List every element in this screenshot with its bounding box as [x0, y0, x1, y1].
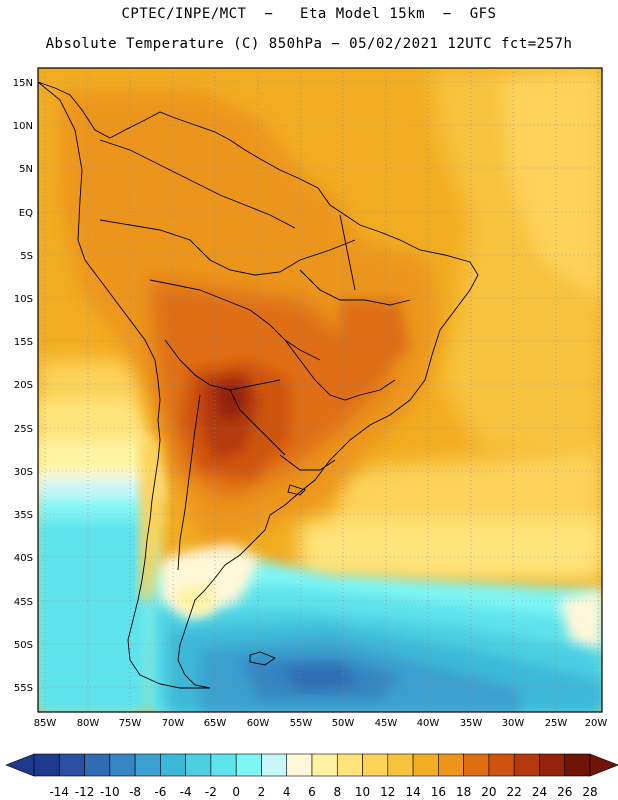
colorbar-swatch: [58, 753, 85, 777]
colorbar-swatch: [438, 753, 464, 777]
colorbar-label: 2: [258, 785, 266, 799]
map-frame: [37, 67, 603, 713]
lat-label: 5S: [20, 251, 33, 262]
colorbar-label: 28: [582, 785, 597, 799]
colorbar-swatch: [412, 753, 439, 777]
lon-label: 35W: [460, 718, 483, 729]
title-line-1: CPTEC/INPE/MCT − Eta Model 15km − GFS: [121, 6, 497, 22]
colorbar-label: 6: [308, 785, 316, 799]
lon-label: 55W: [290, 718, 313, 729]
lon-label: 20W: [585, 718, 608, 729]
colorbar-label: 14: [405, 785, 420, 799]
lon-label: 25W: [545, 718, 568, 729]
colorbar-label: 10: [355, 785, 370, 799]
lat-label: 10N: [13, 121, 33, 132]
colorbar-swatch: [160, 753, 186, 777]
colorbar-high-arrow: [589, 753, 618, 777]
colorbar-swatch: [210, 753, 237, 777]
colorbar-label: 4: [283, 785, 291, 799]
lat-label: 30S: [14, 467, 33, 478]
colorbar-swatch: [539, 753, 566, 777]
colorbar-label: 0: [232, 785, 240, 799]
temperature-field: [38, 68, 602, 712]
colorbar-label: -4: [180, 785, 192, 799]
colorbar-swatch: [463, 753, 490, 777]
lat-label: 10S: [14, 294, 33, 305]
colorbar-label: -6: [154, 785, 166, 799]
colorbar-label: 8: [333, 785, 341, 799]
colorbar-label: 18: [456, 785, 471, 799]
lon-label: 70W: [162, 718, 185, 729]
colorbar-label: 26: [557, 785, 572, 799]
colorbar-label: 22: [507, 785, 522, 799]
lat-label: 55S: [14, 683, 33, 694]
lon-label: 60W: [247, 718, 270, 729]
colorbar-label: 12: [380, 785, 395, 799]
colorbar-swatch: [84, 753, 111, 777]
colorbar-label: 20: [481, 785, 496, 799]
title-line-2: Absolute Temperature (C) 850hPa − 05/02/…: [45, 36, 573, 52]
colorbar-swatch: [311, 753, 338, 777]
lon-label: 30W: [502, 718, 525, 729]
colorbar-label: 16: [431, 785, 446, 799]
colorbar-label: -8: [129, 785, 141, 799]
colorbar-low-arrow: [5, 753, 35, 777]
colorbar-swatch: [33, 753, 60, 777]
lon-label: 75W: [119, 718, 142, 729]
lon-label: 85W: [34, 718, 57, 729]
colorbar-swatch: [134, 753, 161, 777]
colorbar-swatch: [488, 753, 515, 777]
gridlines: [38, 68, 602, 712]
coastlines: [38, 81, 479, 689]
lat-label: 5N: [19, 164, 33, 175]
lat-label: 40S: [14, 553, 33, 564]
colorbar-label: -10: [100, 785, 120, 799]
lon-labels: 85W 80W 75W 70W 65W 60W 55W 50W 45W 40W …: [34, 718, 608, 729]
colorbar-label: -2: [205, 785, 217, 799]
lon-label: 50W: [332, 718, 355, 729]
colorbar-label: -12: [75, 785, 95, 799]
colorbar-swatch: [362, 753, 389, 777]
colorbar-swatch: [235, 753, 262, 777]
lat-label: 20S: [14, 380, 33, 391]
colorbar-swatch: [109, 753, 136, 777]
lon-label: 65W: [204, 718, 227, 729]
colorbar-swatch: [261, 753, 288, 777]
lat-label: 35S: [14, 510, 33, 521]
lon-label: 40W: [417, 718, 440, 729]
colorbar-swatch: [564, 753, 591, 777]
lat-label: 50S: [14, 640, 33, 651]
lon-label: 45W: [375, 718, 398, 729]
colorbar-swatch: [336, 753, 363, 777]
lat-label: EQ: [19, 208, 33, 219]
lat-label: 45S: [14, 597, 33, 608]
lat-label: 15S: [14, 337, 33, 348]
lon-label: 80W: [77, 718, 100, 729]
lat-label: 25S: [14, 424, 33, 435]
colorbar-swatch: [387, 753, 414, 777]
colorbar-label: -14: [49, 785, 69, 799]
colorbar: -14 -12 -10 -8 -6 -4 -2 0 2 4 6 8 10 12 14 16 18 20 22 24 26…: [5, 753, 618, 799]
colorbar-swatch: [286, 753, 313, 777]
colorbar-label: 24: [532, 785, 547, 799]
lat-labels: 15N 10N 5N EQ 5S 10S 15S 20S 25S 30S 35S…: [13, 78, 33, 694]
colorbar-swatch: [185, 753, 212, 777]
lat-label: 15N: [13, 78, 33, 89]
colorbar-swatch: [513, 753, 540, 777]
